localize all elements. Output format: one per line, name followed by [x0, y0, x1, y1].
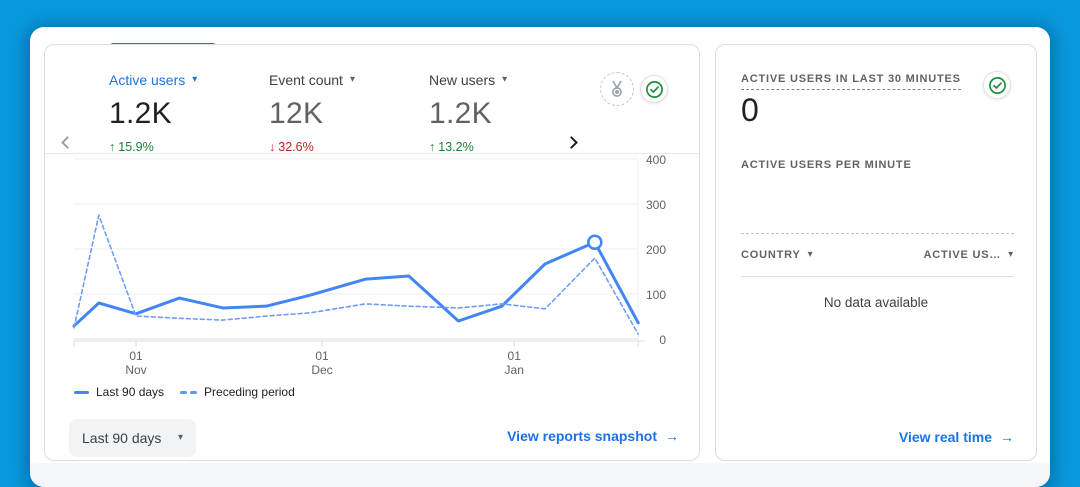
realtime-card: ACTIVE USERS IN LAST 30 MINUTES 0 ACTIVE…: [715, 44, 1037, 461]
metric-active-users: Active users ▾ 1.2K ↑ 15.9%: [109, 72, 261, 154]
data-quality-check-icon[interactable]: [983, 71, 1011, 99]
legend-label: Last 90 days: [96, 385, 165, 399]
link-label: View reports snapshot: [507, 428, 657, 444]
dashed-line-swatch-icon: [180, 390, 198, 394]
metric-label: New users: [429, 72, 496, 88]
view-reports-snapshot-link[interactable]: View reports snapshot →: [507, 428, 679, 444]
metric-selector-active-users[interactable]: Active users ▾: [109, 72, 261, 88]
svg-text:200: 200: [646, 243, 666, 257]
svg-text:0: 0: [659, 333, 666, 347]
metric-delta: ↑ 13.2%: [429, 140, 581, 154]
metric-event-count: Event count ▾ 12K ↓ 32.6%: [269, 72, 421, 154]
delta-arrow-icon: ↑: [429, 140, 436, 154]
metric-value: 1.2K: [109, 97, 172, 130]
svg-text:100: 100: [646, 288, 666, 302]
window-bottom-strip: [30, 463, 1050, 487]
realtime-table-header: COUNTRY ▾ ACTIVE US… ▾: [741, 249, 1014, 261]
active-users-chart: 0 100 200 300 400 01 Nov 01 Dec 01 Jan: [45, 153, 701, 385]
legend-item-preceding: Preceding period: [180, 385, 295, 399]
prev-metrics-button[interactable]: [52, 129, 78, 155]
view-real-time-link[interactable]: View real time →: [899, 429, 1014, 445]
insights-medal-icon[interactable]: [600, 72, 634, 106]
next-metrics-button[interactable]: [560, 129, 586, 155]
metric-label: Active users: [109, 72, 186, 88]
caret-down-icon: ▾: [502, 74, 508, 85]
column-label: ACTIVE US…: [923, 249, 1002, 261]
link-label: View real time: [898, 429, 992, 445]
metric-new-users: New users ▾ 1.2K ↑ 13.2%: [429, 72, 581, 154]
metric-selector-new-users[interactable]: New users ▾: [429, 72, 581, 88]
arrow-right-icon: →: [1000, 429, 1014, 445]
date-range-label: Last 90 days: [82, 430, 162, 446]
active-users-per-minute-label: ACTIVE USERS PER MINUTE: [741, 159, 912, 171]
metric-delta: ↑ 15.9%: [109, 140, 261, 154]
header-divider: [45, 153, 699, 154]
caret-down-icon: ▾: [349, 74, 355, 85]
table-divider: [741, 276, 1014, 277]
svg-text:01: 01: [508, 349, 522, 363]
realtime-title: ACTIVE USERS IN LAST 30 MINUTES: [741, 73, 961, 90]
date-range-button[interactable]: Last 90 days ▾: [69, 419, 196, 457]
delta-value: 13.2%: [438, 140, 474, 154]
data-quality-check-icon[interactable]: [640, 75, 668, 103]
chart-legend: Last 90 days Preceding period: [74, 384, 295, 400]
arrow-right-icon: →: [665, 428, 679, 444]
svg-text:300: 300: [646, 198, 666, 212]
metric-label: Event count: [269, 72, 343, 88]
delta-arrow-icon: ↑: [109, 140, 116, 154]
delta-value: 15.9%: [118, 140, 154, 154]
metric-delta: ↓ 32.6%: [269, 140, 421, 154]
caret-down-icon: ▾: [192, 74, 198, 85]
svg-text:400: 400: [646, 153, 666, 167]
solid-line-swatch-icon: [74, 390, 89, 394]
delta-arrow-icon: ↓: [269, 140, 276, 154]
app-window: Active users ▾ 1.2K ↑ 15.9% Event count …: [30, 27, 1050, 487]
metric-value: 12K: [269, 97, 324, 130]
metric-selector-event-count[interactable]: Event count ▾: [269, 72, 421, 88]
active-users-column-header[interactable]: ACTIVE US… ▾: [923, 249, 1014, 261]
active-users-30min-value: 0: [741, 92, 759, 128]
caret-down-icon: ▾: [177, 432, 183, 443]
chevron-right-icon: [564, 135, 578, 149]
delta-value: 32.6%: [278, 140, 314, 154]
country-column-header[interactable]: COUNTRY ▾: [741, 249, 813, 261]
metric-value: 1.2K: [429, 97, 492, 130]
svg-text:01: 01: [315, 349, 329, 363]
svg-text:Jan: Jan: [505, 363, 524, 377]
sparkline-baseline: [741, 233, 1014, 234]
svg-text:Dec: Dec: [311, 363, 332, 377]
page-background: { "icons": { "caret_down": "▾", "arrow_u…: [30, 27, 1050, 487]
caret-down-icon: ▾: [807, 249, 814, 260]
chevron-left-icon: [60, 135, 74, 149]
svg-text:Nov: Nov: [125, 363, 146, 377]
no-data-message: No data available: [823, 295, 929, 310]
svg-text:01: 01: [129, 349, 143, 363]
column-label: COUNTRY: [741, 249, 801, 261]
summary-card: Active users ▾ 1.2K ↑ 15.9% Event count …: [44, 44, 700, 461]
legend-item-current: Last 90 days: [74, 385, 164, 399]
caret-down-icon: ▾: [1008, 249, 1014, 260]
legend-label: Preceding period: [204, 385, 295, 399]
